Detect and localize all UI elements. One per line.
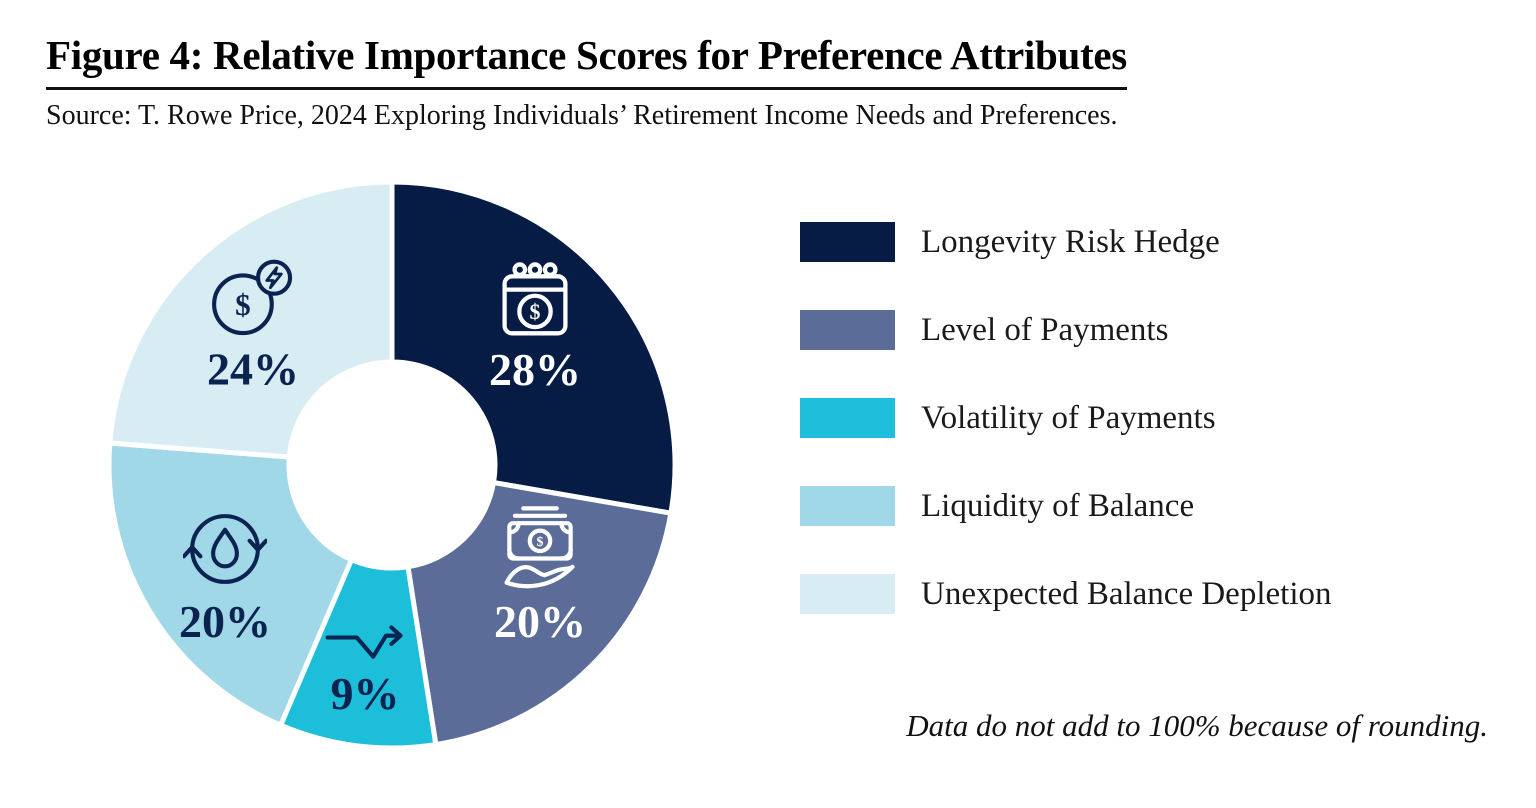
legend-item-2: Level of Payments bbox=[800, 310, 1332, 350]
legend-label: Volatility of Payments bbox=[921, 400, 1216, 436]
legend: Longevity Risk Hedge Level of Payments Vol… bbox=[800, 222, 1332, 614]
donut-segment-4 bbox=[106, 440, 354, 728]
legend-item-4: Liquidity of Balance bbox=[800, 486, 1332, 526]
legend-swatch bbox=[800, 574, 895, 614]
legend-item-3: Volatility of Payments bbox=[800, 398, 1332, 438]
rounding-footnote: Data do not add to 100% because of round… bbox=[906, 708, 1488, 743]
legend-swatch bbox=[800, 486, 895, 526]
legend-swatch bbox=[800, 398, 895, 438]
legend-swatch bbox=[800, 310, 895, 350]
legend-label: Level of Payments bbox=[921, 312, 1169, 348]
figure-source: Source: T. Rowe Price, 2024 Exploring In… bbox=[46, 100, 1118, 131]
donut-svg bbox=[106, 179, 678, 751]
donut-segment-5 bbox=[107, 179, 395, 460]
legend-label: Liquidity of Balance bbox=[921, 488, 1195, 524]
figure-title: Figure 4: Relative Importance Scores for… bbox=[46, 30, 1127, 90]
legend-label: Longevity Risk Hedge bbox=[921, 224, 1220, 260]
donut-segment-2 bbox=[405, 480, 674, 748]
donut-chart: $28% $ 20% 9% 20% $24% bbox=[105, 178, 679, 752]
legend-item-1: Longevity Risk Hedge bbox=[800, 222, 1332, 262]
legend-swatch bbox=[800, 222, 895, 262]
donut-segment-1 bbox=[389, 179, 678, 516]
legend-label: Unexpected Balance Depletion bbox=[921, 576, 1332, 612]
legend-item-5: Unexpected Balance Depletion bbox=[800, 574, 1332, 614]
